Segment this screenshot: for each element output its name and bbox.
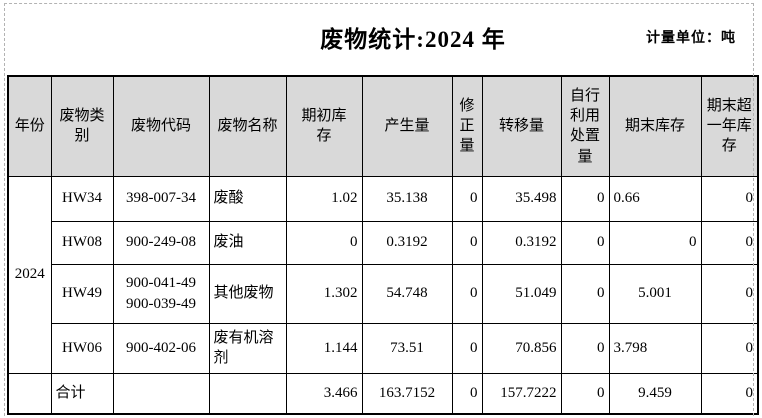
col-header-closing-stock: 期末库存 (608, 75, 702, 177)
unit-label: 计量单位：吨 (646, 29, 736, 45)
cell-self-disposed: 0 (560, 220, 610, 265)
table-row-hw34: 2024 HW34 398-007-34 废酸 1.02 35.138 0 35… (7, 175, 759, 374)
cell-category: HW49 (50, 263, 114, 324)
col-header-waste-category: 废物类 别 (50, 75, 114, 177)
cell-transferred: 0.3192 (481, 220, 562, 265)
cell-self-disposed: 0 (560, 322, 610, 374)
cell-total-self-disposed: 0 (560, 372, 610, 415)
cell-code: 900-249-08 (112, 220, 210, 265)
cell-name: 废油 (208, 220, 287, 265)
cell-correction: 0 (451, 322, 483, 374)
cell-over-one-year: 0 (700, 220, 759, 265)
cell-total-transferred: 157.7222 (481, 372, 562, 415)
col-header-self-disposal: 自行 利用 处置 量 (560, 75, 610, 177)
cell-over-one-year: 0 (700, 263, 759, 324)
table-row-hw06: HW06 900-402-06 废有机溶剂 1.144 73.51 0 70.8… (8, 322, 759, 374)
col-header-waste-name: 废物名称 (208, 75, 287, 177)
cell-generated: 35.138 (361, 175, 453, 222)
cell-closing: 5.001 (608, 263, 702, 324)
cell-code: 398-007-34 (112, 175, 210, 222)
cell-transferred: 35.498 (481, 175, 562, 222)
cell-total-generated: 163.7152 (361, 372, 453, 415)
cell-total-opening: 3.466 (285, 372, 363, 415)
cell-name: 其他废物 (208, 263, 287, 324)
table-row-hw49: HW49 900-041-49 900-039-49 其他废物 1.302 54… (8, 263, 759, 324)
cell-transferred: 70.856 (481, 322, 562, 374)
col-header-generated: 产生量 (361, 75, 453, 177)
cell-closing: 3.798 (608, 322, 702, 374)
col-header-opening-stock: 期初库 存 (285, 75, 363, 177)
cell-opening: 0 (285, 220, 363, 265)
col-header-waste-code: 废物代码 (112, 75, 210, 177)
cell-total-correction: 0 (451, 372, 483, 415)
cell-generated: 73.51 (361, 322, 453, 374)
cell-name: 废有机溶剂 (208, 322, 287, 374)
cell-category: HW06 (50, 322, 114, 374)
header-row: 年份 废物类 别 废物代码 废物名称 期初库 存 产生量 修 正 量 转移量 自… (7, 75, 759, 177)
col-header-year: 年份 (7, 75, 52, 177)
cell-opening: 1.144 (285, 322, 363, 374)
page-title: 废物统计:2024 年 (320, 27, 506, 52)
cell-name-empty (208, 372, 287, 415)
col-header-over-one-year-stock: 期末超 一年库 存 (700, 75, 759, 177)
cell-category: HW08 (50, 220, 114, 265)
totals-label: 合计 (50, 372, 114, 415)
cell-correction: 0 (451, 263, 483, 324)
cell-self-disposed: 0 (560, 175, 610, 222)
cell-over-one-year: 0 (700, 175, 759, 222)
cell-correction: 0 (451, 220, 483, 265)
cell-code-empty (112, 372, 210, 415)
cell-transferred: 51.049 (481, 263, 562, 324)
cell-over-one-year: 0 (700, 322, 759, 374)
cell-year-empty (7, 372, 52, 415)
cell-closing: 0 (608, 220, 702, 265)
cell-generated: 54.748 (361, 263, 453, 324)
cell-name: 废酸 (208, 175, 287, 222)
waste-stats-table: 年份 废物类 别 废物代码 废物名称 期初库 存 产生量 修 正 量 转移量 自… (7, 75, 759, 415)
table-row-hw08: HW08 900-249-08 废油 0 0.3192 0 0.3192 0 0… (8, 220, 759, 265)
cell-generated: 0.3192 (361, 220, 453, 265)
cell-opening: 1.02 (285, 175, 363, 222)
col-header-correction: 修 正 量 (451, 75, 483, 177)
cell-code: 900-041-49 900-039-49 (112, 263, 210, 324)
cell-correction: 0 (451, 175, 483, 222)
cell-opening: 1.302 (285, 263, 363, 324)
cell-total-closing: 9.459 (608, 372, 702, 415)
cell-total-over-one-year: 0 (700, 372, 759, 415)
year-cell: 2024 (7, 175, 52, 374)
title-area: 废物统计:2024 年 计量单位：吨 (0, 0, 762, 75)
col-header-transferred: 转移量 (481, 75, 562, 177)
cell-category: HW34 (50, 175, 114, 222)
cell-closing: 0.66 (608, 175, 702, 222)
cell-self-disposed: 0 (560, 263, 610, 324)
cell-code: 900-402-06 (112, 322, 210, 374)
totals-row: 合计 3.466 163.7152 0 157.7222 0 9.459 0 (7, 372, 759, 415)
